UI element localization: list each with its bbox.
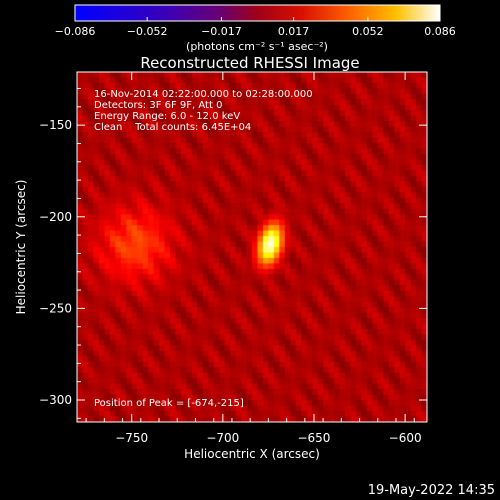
annotation-block: 16-Nov-2014 02:22:00.000 to 02:28:00.000…	[94, 89, 313, 409]
x-tick-label: −700	[206, 431, 239, 445]
y-tick-label: −250	[39, 301, 72, 315]
colorbar-tick-label: −0.017	[201, 25, 242, 38]
chart-title: Reconstructed RHESSI Image	[140, 54, 359, 72]
annotation-time-range: 16-Nov-2014 02:22:00.000 to 02:28:00.000	[94, 89, 313, 100]
y-axis-label: Heliocentric Y (arcsec)	[14, 180, 28, 315]
x-tick-label: −650	[297, 431, 330, 445]
colorbar-gradient	[74, 4, 441, 22]
colorbar: −0.086 −0.052 −0.017 0.017 0.052 0.086 (photo…	[55, 4, 456, 53]
heatmap-image	[77, 72, 427, 422]
y-tick-label: −150	[39, 118, 72, 132]
timestamp: 19-May-2022 14:35	[368, 483, 495, 498]
plot-frame	[76, 71, 428, 423]
y-axis: −150 −200 −250 −300	[39, 87, 427, 419]
x-axis: −750 −700 −650 −600	[85, 72, 422, 445]
colorbar-tick-label: 0.052	[352, 25, 384, 38]
x-tick-label: −750	[115, 431, 148, 445]
y-tick-label: −200	[39, 210, 72, 224]
annotation-peak-position: Position of Peak = [-674,-215]	[94, 398, 244, 409]
plot-area: −750 −700 −650 −600 −150 −200 −250 −300 16-Nov…	[39, 71, 428, 445]
colorbar-units-label: (photons cm⁻² s⁻¹ asec⁻²)	[186, 40, 328, 53]
x-tick-label: −600	[389, 431, 422, 445]
colorbar-tick-label: −0.052	[127, 25, 168, 38]
annotation-energy-range: Energy Range: 6.0 - 12.0 keV	[94, 111, 240, 122]
colorbar-ticks: −0.086 −0.052 −0.017 0.017 0.052 0.086	[55, 17, 456, 38]
annotation-detectors: Detectors: 3F 6F 9F, Att 0	[94, 100, 222, 111]
colorbar-tick-label: 0.086	[424, 25, 456, 38]
colorbar-tick-label: −0.086	[55, 25, 96, 38]
colorbar-tick-label: 0.017	[278, 25, 310, 38]
x-axis-label: Heliocentric X (arcsec)	[184, 447, 320, 461]
annotation-clean-counts: Clean Total counts: 6.45E+04	[94, 122, 251, 133]
y-tick-label: −300	[39, 393, 72, 407]
